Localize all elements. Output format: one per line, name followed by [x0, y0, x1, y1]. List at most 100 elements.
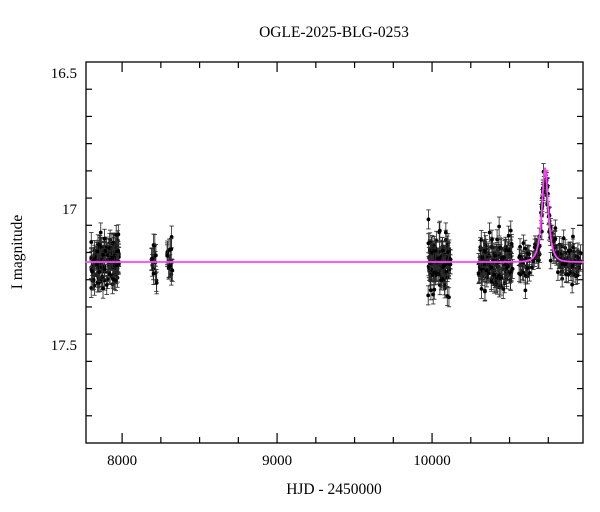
data-point	[479, 286, 484, 291]
page-title: OGLE-2025-BLG-0253	[259, 24, 409, 41]
data-point	[90, 269, 94, 274]
plot-frame	[85, 61, 584, 444]
data-point	[97, 243, 102, 248]
data-point	[426, 217, 431, 222]
data-point	[553, 226, 558, 231]
data-point	[482, 249, 487, 253]
y-tick-label: 16.5	[51, 66, 77, 82]
data-point	[95, 249, 100, 254]
data-point	[527, 252, 531, 257]
data-point	[561, 236, 566, 241]
data-point	[98, 265, 102, 270]
data-point	[149, 257, 154, 261]
data-point	[523, 246, 528, 251]
x-tick-label: 8000	[107, 453, 137, 469]
data-point	[100, 274, 105, 279]
data-point	[96, 280, 101, 285]
x-tick-label: 9000	[262, 453, 292, 469]
data-point	[90, 278, 95, 283]
data-point	[575, 273, 580, 278]
y-tick-label: 17	[62, 202, 78, 218]
model-curve	[85, 167, 584, 263]
data-point	[426, 293, 431, 298]
data-point	[89, 286, 94, 290]
data-point	[570, 282, 575, 287]
data-point	[112, 278, 117, 282]
data-point	[497, 224, 502, 229]
data-point	[508, 228, 513, 233]
data-point	[154, 281, 159, 285]
data-point	[496, 273, 501, 278]
data-point	[97, 270, 102, 274]
x-tick-label: 10000	[413, 453, 451, 469]
data-point	[548, 258, 553, 263]
data-point	[442, 263, 447, 268]
data-point	[169, 267, 174, 272]
data-point	[553, 236, 558, 241]
data-point	[436, 272, 441, 277]
data-point	[107, 272, 112, 276]
data-point	[89, 240, 94, 244]
data-point	[484, 268, 489, 273]
data-point	[433, 249, 438, 253]
data-point	[495, 237, 499, 242]
data-point	[432, 270, 437, 275]
data-point	[168, 247, 173, 252]
data-point	[443, 230, 448, 235]
data-point	[477, 271, 482, 276]
data-point	[153, 253, 158, 258]
axis-ticks	[86, 62, 583, 443]
data-point	[568, 248, 573, 253]
data-point	[478, 266, 483, 271]
data-point	[151, 271, 156, 276]
data-point	[521, 270, 526, 275]
data-point	[107, 246, 112, 250]
data-point	[102, 236, 107, 241]
data-point	[483, 289, 487, 294]
data-point	[101, 252, 106, 257]
data-point	[439, 278, 443, 283]
data-point	[446, 262, 451, 266]
y-tick-label: 17.5	[51, 338, 77, 354]
data-point	[490, 237, 494, 242]
data-point	[114, 263, 119, 268]
data-point	[501, 287, 506, 291]
data-point	[169, 235, 174, 239]
data-point	[563, 262, 568, 267]
data-point	[529, 265, 534, 270]
data-point	[500, 255, 504, 260]
data-point	[440, 248, 445, 253]
data-point	[571, 234, 575, 239]
data-point	[480, 255, 485, 260]
x-tick-labels: 8000 9000 10000	[107, 453, 451, 469]
data-point	[521, 241, 526, 246]
data-point	[446, 250, 451, 254]
data-point	[527, 271, 532, 275]
data-point	[102, 267, 107, 272]
data-point	[105, 253, 110, 257]
data-point	[560, 262, 565, 266]
data-point	[493, 253, 498, 258]
data-point	[98, 230, 103, 235]
data-point	[429, 250, 434, 255]
data-point	[570, 263, 575, 268]
data-point	[168, 263, 173, 268]
data-point	[525, 266, 530, 270]
data-point	[492, 272, 497, 277]
data-point	[487, 230, 492, 235]
data-point	[429, 288, 433, 293]
data-point	[556, 270, 560, 275]
data-point	[437, 228, 442, 233]
data-point	[101, 286, 105, 291]
data-point	[531, 259, 536, 264]
data-point	[505, 265, 509, 270]
data-point	[523, 288, 528, 293]
data-point	[432, 287, 437, 292]
data-point	[114, 232, 119, 237]
data-point	[448, 257, 452, 261]
data-point	[445, 294, 450, 298]
data-point	[571, 245, 575, 250]
data-point	[518, 272, 523, 277]
data-point	[483, 243, 488, 248]
